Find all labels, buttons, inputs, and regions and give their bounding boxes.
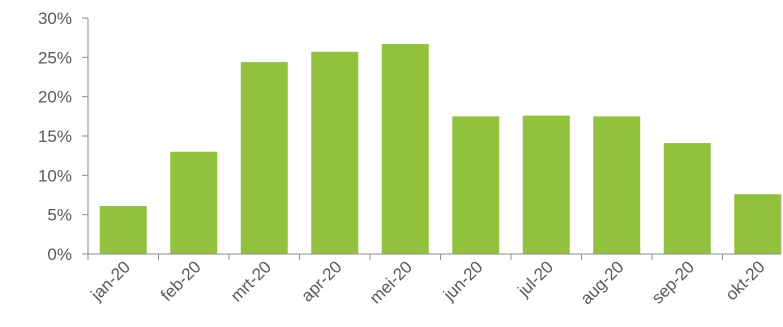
x-tick-label: okt-20 (722, 257, 769, 304)
bars (99, 43, 782, 255)
x-tick-label: apr-20 (297, 257, 345, 305)
y-tick-label: 5% (47, 206, 72, 225)
y-tick-label: 15% (38, 127, 72, 146)
x-tick-label: feb-20 (157, 257, 205, 305)
x-tick-label: jul-20 (514, 257, 558, 301)
bar-aug-20 (593, 116, 641, 254)
y-axis: 0% 5% 10% 15% 20% 25% 30% (38, 9, 89, 264)
x-tick-label: jun-20 (439, 257, 487, 305)
bar-feb-20 (170, 151, 218, 254)
bar-okt-20 (734, 194, 782, 254)
y-tick-label: 25% (38, 48, 72, 67)
x-tick-label: sep-20 (648, 257, 698, 307)
x-tick-label: jan-20 (87, 257, 135, 305)
x-axis: jan-20 feb-20 mrt-20 apr-20 mei-20 jun-20 jul-… (87, 253, 781, 308)
x-tick-label: aug-20 (577, 257, 628, 308)
y-tick-label: 10% (38, 166, 72, 185)
y-tick-label: 30% (38, 9, 72, 28)
bar-mrt-20 (240, 62, 288, 255)
x-tick-label: mei-20 (366, 257, 416, 307)
x-tick-label: mrt-20 (227, 257, 275, 305)
y-tick-label: 20% (38, 88, 72, 107)
bar-jan-20 (99, 206, 147, 254)
bar-mei-20 (381, 43, 429, 255)
bar-apr-20 (311, 51, 359, 255)
bar-jul-20 (522, 115, 570, 255)
y-tick-label: 0% (47, 245, 72, 264)
bar-jun-20 (452, 116, 500, 254)
bar-sep-20 (663, 143, 711, 254)
